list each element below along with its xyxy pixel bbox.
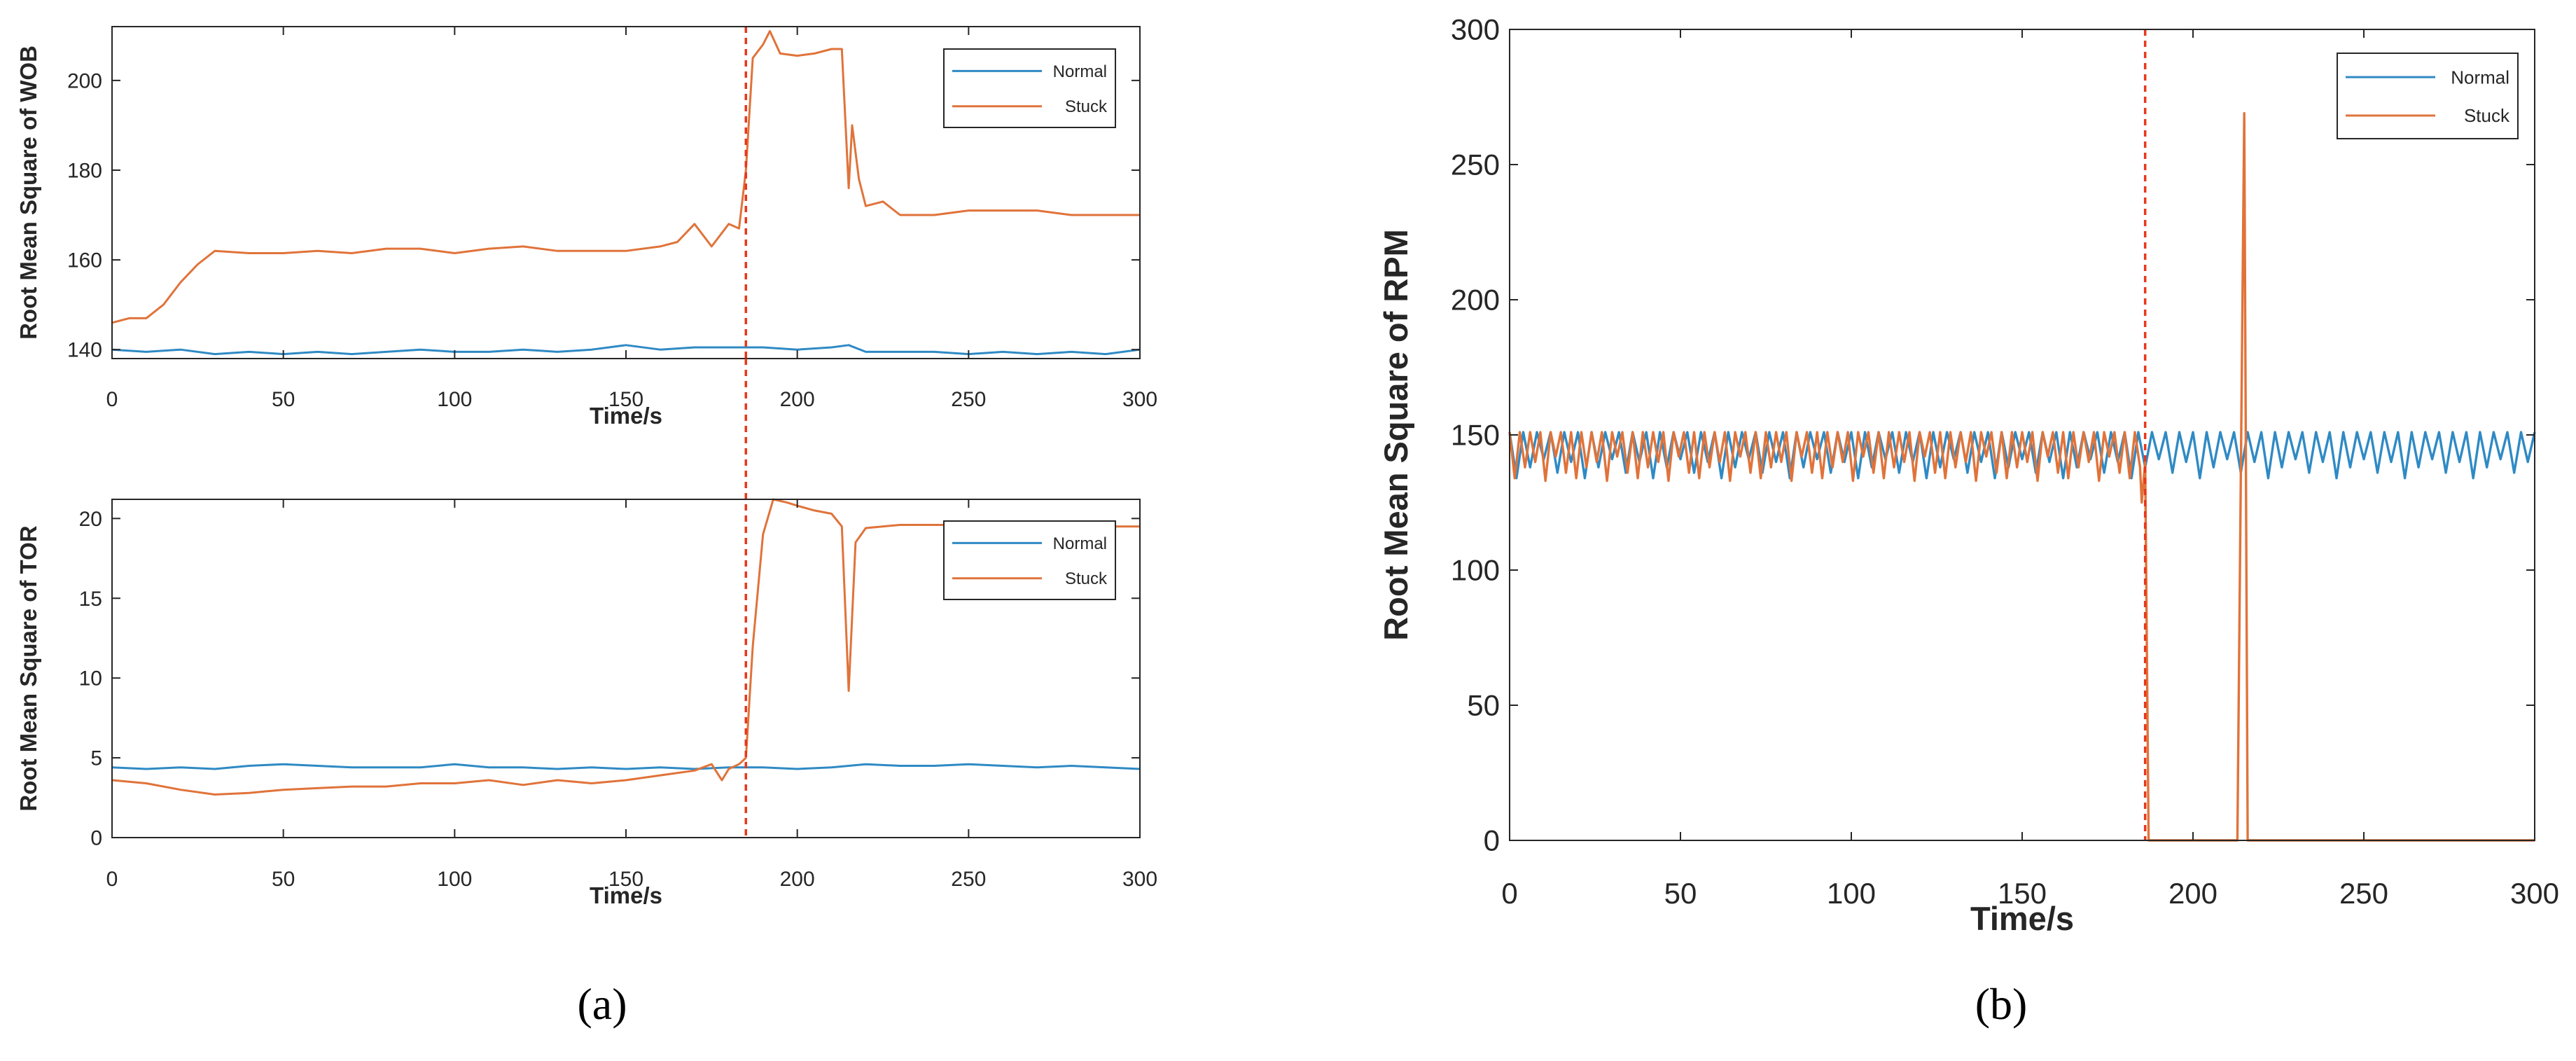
x-axis-label: Time/s [590,403,662,429]
x-tick-label: 100 [437,388,472,411]
legend-label-normal: Normal [1053,534,1107,553]
y-tick-label: 5 [90,747,102,770]
y-tick-label: 10 [79,667,102,691]
panel-label-a: (a) [577,979,627,1029]
legend-box [2337,53,2519,139]
x-tick-label: 100 [437,868,472,891]
legend-label-stuck: Stuck [1065,97,1108,116]
x-tick-label: 50 [272,868,295,891]
x-tick-label: 250 [951,868,986,891]
legend: Normal Stuck [943,520,1116,600]
x-tick-label: 250 [951,388,986,411]
x-tick-label: 0 [106,868,118,891]
legend: Normal Stuck [2337,53,2519,139]
y-tick-label: 150 [1451,419,1500,452]
series-line-stuck [1508,111,2535,842]
y-axis-label: Root Mean Square of TOR [15,525,41,811]
y-tick-label: 140 [67,339,102,362]
x-tick-label: 150 [1998,877,2047,910]
y-tick-label: 250 [1451,148,1500,181]
y-tick-label: 100 [1451,554,1500,587]
x-tick-label: 0 [1501,877,1517,910]
wob-chart: 0 50 100 150 200 250 300 140 160 180 200 Time/s Root… [15,26,1157,429]
y-tick-label: 180 [67,159,102,182]
y-tick-label: 200 [67,69,102,92]
x-tick-label: 200 [780,868,815,891]
y-axis-label: Root Mean Square of RPM [1377,229,1414,641]
y-tick-label: 0 [1484,824,1500,857]
legend-label-normal: Normal [1053,62,1107,81]
y-axis-label: Root Mean Square of WOB [15,46,41,340]
x-tick-label: 300 [1122,388,1157,411]
y-tick-label: 15 [79,588,102,611]
x-tick-label: 300 [1122,868,1157,891]
y-tick-label: 200 [1451,284,1500,317]
panel-label-b: (b) [1975,979,2028,1029]
rpm-chart: 0 50 100 150 200 250 300 0 50 100 150 200 250 300 Time… [1377,13,2559,937]
x-tick-label: 0 [106,388,118,411]
x-tick-label: 200 [2168,877,2218,910]
x-tick-label: 150 [608,388,643,411]
y-tick-label: 0 [90,827,102,850]
x-tick-label: 100 [1827,877,1876,910]
legend-label-stuck: Stuck [2464,105,2510,126]
tor-chart: 0 50 100 150 200 250 300 0 5 10 15 20 Time/s Root Mea… [15,359,1157,908]
x-tick-label: 200 [780,388,815,411]
x-tick-label: 300 [2510,877,2559,910]
x-tick-label: 50 [272,388,295,411]
legend-label-stuck: Stuck [1065,569,1108,588]
y-tick-label: 160 [67,249,102,272]
legend-box [943,520,1116,600]
x-tick-label: 50 [1664,877,1697,910]
y-tick-label: 50 [1467,689,1500,722]
legend: Normal Stuck [943,48,1116,128]
y-tick-label: 300 [1451,13,1500,46]
series-line-normal [111,344,1141,356]
series-line-normal [111,763,1141,770]
y-tick-label: 20 [79,508,102,531]
series-line-stuck [111,29,1140,324]
x-axis-label: Time/s [590,882,662,908]
legend-label-normal: Normal [2451,67,2509,88]
series-line-stuck [111,498,1140,796]
series-line-normal [1508,431,2536,480]
x-tick-label: 250 [2339,877,2388,910]
legend-box [943,48,1116,128]
x-axis-label: Time/s [1970,900,2074,937]
x-tick-label: 150 [608,868,643,891]
